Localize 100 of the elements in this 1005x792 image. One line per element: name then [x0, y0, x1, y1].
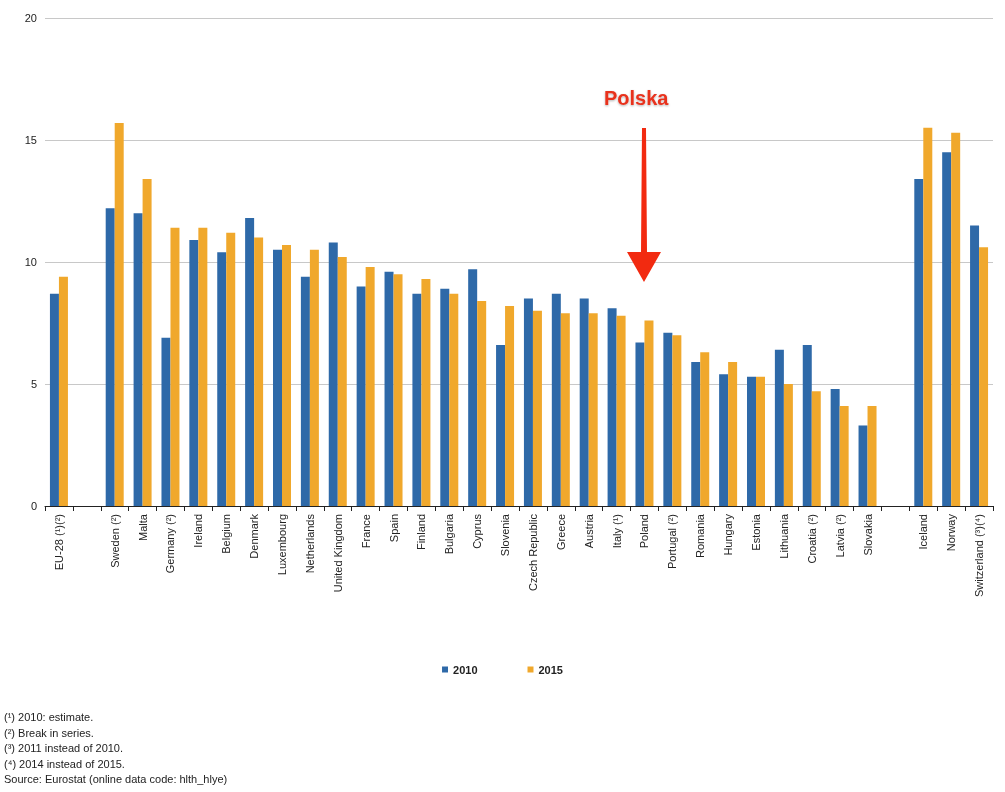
x-tick-label: Luxembourg — [276, 514, 288, 576]
y-tick-label: 10 — [24, 256, 37, 268]
x-tick-label: Austria — [582, 513, 595, 549]
x-tick-label: Croatia (²) — [805, 514, 818, 564]
y-tick-label: 0 — [30, 500, 37, 512]
legend-label: 2015 — [538, 663, 563, 676]
bar — [496, 344, 506, 506]
bar — [449, 293, 459, 506]
x-tick-label: Portugal (²) — [666, 514, 679, 570]
x-tick-label: France — [359, 514, 372, 549]
bar — [337, 257, 347, 506]
x-tick-label: Iceland — [917, 514, 930, 550]
bar — [105, 208, 115, 506]
x-tick-label: Latvia (²) — [833, 514, 846, 558]
x-tick-label: Poland — [638, 514, 651, 549]
text: (⁴) 2014 instead of 2015. — [4, 756, 126, 772]
x-tick-label: Greece — [554, 514, 567, 551]
bar — [756, 376, 765, 506]
bar — [644, 320, 654, 506]
bar — [579, 298, 589, 506]
bar — [189, 240, 199, 506]
bar — [421, 279, 431, 506]
x-tick-label: Malta — [136, 513, 149, 541]
bar — [393, 274, 403, 506]
bar — [858, 425, 868, 506]
x-tick-label: Cyprus — [471, 513, 484, 549]
bar — [254, 237, 264, 506]
bar — [412, 293, 422, 506]
bar — [839, 405, 849, 506]
x-tick-label: Czech Republic — [526, 513, 539, 592]
bar — [979, 247, 989, 506]
x-tick-label: Italy (¹) — [610, 514, 623, 549]
bar — [170, 227, 180, 506]
bar — [384, 271, 394, 506]
bar — [635, 342, 645, 506]
x-tick-label: Netherlands — [303, 513, 316, 574]
x-tick-label: Denmark — [248, 513, 261, 559]
bar — [747, 376, 756, 506]
x-tick-label: Estonia — [750, 513, 762, 551]
bar — [523, 298, 533, 506]
text: (²) Break in series. — [4, 725, 95, 741]
bar — [551, 293, 561, 506]
x-tick-label: Sweden (²) — [108, 514, 121, 568]
bar — [672, 335, 682, 506]
bar — [58, 276, 68, 506]
bar — [728, 362, 738, 506]
text: (¹) 2010: estimate. — [4, 710, 95, 725]
bar — [700, 352, 710, 506]
bar — [914, 179, 924, 506]
bar — [830, 388, 840, 506]
y-tick-label: 15 — [24, 134, 37, 146]
y-tick-label: 5 — [30, 378, 37, 390]
bar — [951, 132, 961, 506]
text: (³) 2011 instead of 2010. — [4, 741, 125, 756]
x-tick-label: Bulgaria — [443, 513, 456, 555]
x-tick-label: Ireland — [192, 514, 205, 548]
bar — [560, 313, 570, 506]
bar — [114, 122, 124, 506]
x-tick-label: Romania — [694, 513, 707, 559]
bar — [588, 313, 598, 506]
x-tick-label: EU-28 (¹)(²) — [52, 514, 65, 571]
bar — [811, 391, 821, 506]
bar — [142, 179, 152, 506]
x-tick-label: Norway — [945, 513, 958, 552]
bar — [365, 266, 375, 506]
bar — [607, 308, 617, 506]
bar — [328, 242, 338, 506]
bar — [309, 249, 319, 506]
bar — [970, 225, 980, 506]
bar — [616, 315, 626, 506]
x-tick-label: Lithuania — [777, 513, 790, 559]
bar — [217, 252, 227, 506]
bar — [440, 288, 450, 506]
x-tick-label: Slovenia — [499, 513, 512, 557]
x-tick-label: Slovakia — [861, 513, 874, 556]
x-tick-label: Spain — [387, 514, 400, 543]
bar — [300, 276, 310, 506]
bar — [133, 213, 143, 506]
x-tick-label: Belgium — [220, 514, 233, 554]
bar — [356, 286, 366, 506]
y-tick-label: 20 — [24, 12, 37, 24]
bar — [867, 405, 877, 506]
x-tick-label: United Kingdom — [331, 514, 344, 593]
bar — [468, 269, 478, 506]
bar — [245, 218, 255, 506]
bar — [226, 232, 236, 506]
bar — [282, 244, 291, 506]
bar — [663, 332, 673, 506]
annotation: Polska — [604, 87, 670, 109]
bar — [49, 293, 59, 506]
bar — [942, 152, 952, 506]
x-tick-label: Hungary — [722, 513, 735, 556]
x-tick-label: Finland — [415, 514, 428, 551]
x-tick-label: Switzerland (³)(⁴) — [973, 514, 986, 597]
bar — [505, 305, 515, 506]
bar — [273, 249, 282, 506]
bar — [802, 344, 812, 506]
source-note: Source: Eurostat (online data code: hlth_hlye) — [4, 772, 228, 787]
bar — [783, 384, 793, 506]
bar — [198, 227, 208, 506]
